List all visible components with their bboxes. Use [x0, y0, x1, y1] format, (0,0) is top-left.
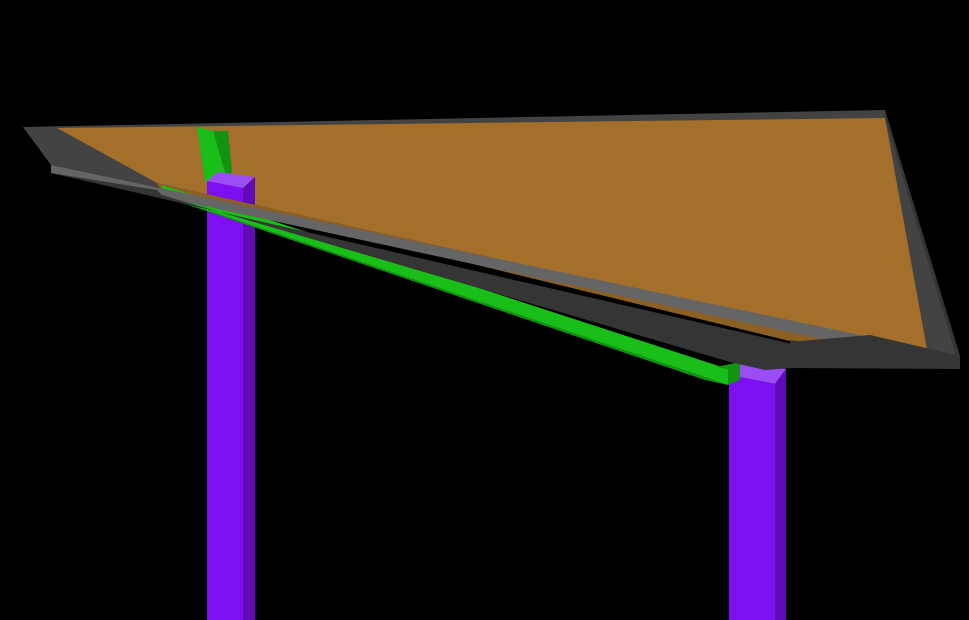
structural-3d-diagram — [0, 0, 969, 620]
column-left-side — [243, 177, 255, 620]
column-left-front — [207, 181, 243, 620]
column-right-front — [729, 375, 775, 620]
column-right-side — [775, 369, 786, 620]
